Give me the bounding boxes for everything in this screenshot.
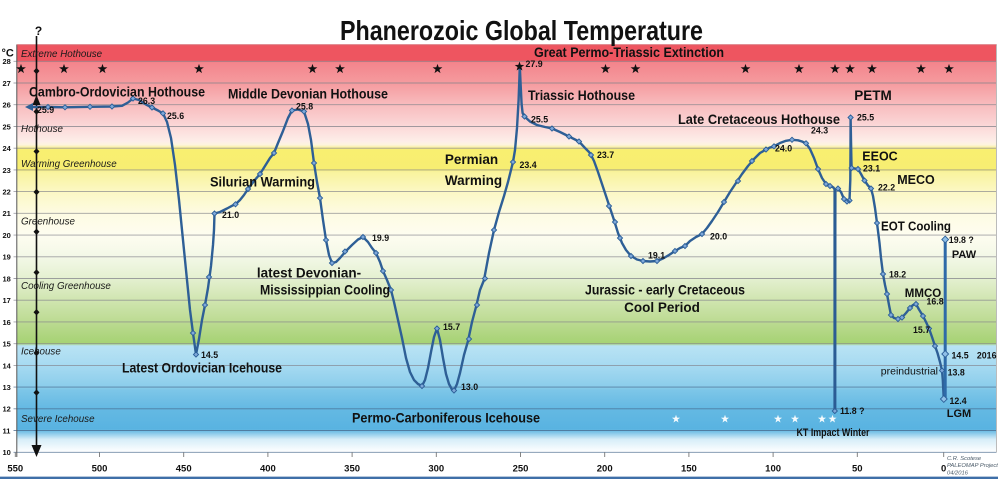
svg-text:22: 22 (3, 188, 11, 197)
svg-text:Late Cretaceous Hothouse: Late Cretaceous Hothouse (678, 112, 840, 127)
svg-text:Icehouse: Icehouse (21, 347, 61, 358)
svg-text:23.7: 23.7 (597, 150, 614, 160)
svg-text:Silurian Warming: Silurian Warming (210, 175, 315, 190)
svg-text:Warming: Warming (445, 173, 502, 188)
svg-text:23.1: 23.1 (863, 164, 880, 174)
svg-text:21: 21 (3, 209, 11, 218)
svg-text:400: 400 (260, 464, 276, 475)
svg-text:LGM: LGM (947, 408, 971, 420)
svg-text:Greenhouse: Greenhouse (21, 217, 75, 228)
svg-text:19: 19 (3, 253, 11, 262)
svg-text:450: 450 (176, 464, 192, 475)
svg-text:MMCO: MMCO (905, 288, 941, 300)
svg-text:0: 0 (941, 464, 946, 475)
svg-text:EEOC: EEOC (862, 150, 897, 164)
svg-text:16: 16 (3, 318, 11, 327)
svg-text:21.0: 21.0 (222, 210, 239, 220)
svg-text:27.9: 27.9 (526, 59, 543, 69)
svg-text:2016: 2016 (977, 351, 997, 361)
svg-text:20: 20 (3, 231, 11, 240)
svg-text:26.3: 26.3 (138, 96, 155, 106)
svg-text:25.5: 25.5 (531, 115, 548, 125)
svg-text:500: 500 (92, 464, 108, 475)
svg-text:?: ? (35, 24, 42, 38)
svg-text:04/2016: 04/2016 (947, 471, 969, 477)
svg-text:25.8: 25.8 (296, 102, 313, 112)
svg-text:C.R. Scotese: C.R. Scotese (947, 456, 982, 462)
svg-text:13.0: 13.0 (461, 382, 478, 392)
svg-text:11.8 ?: 11.8 ? (840, 406, 864, 416)
svg-text:10: 10 (3, 448, 11, 457)
svg-text:Phanerozoic Global Temperature: Phanerozoic Global Temperature (340, 15, 703, 46)
svg-text:19.8 ?: 19.8 ? (949, 235, 974, 245)
svg-text:Cambro-Ordovician Hothouse: Cambro-Ordovician Hothouse (29, 85, 205, 100)
svg-text:12.4: 12.4 (950, 396, 967, 406)
svg-text:22.2: 22.2 (878, 183, 895, 193)
svg-text:550: 550 (7, 464, 23, 475)
svg-text:KT Impact Winter: KT Impact Winter (797, 427, 871, 439)
svg-text:150: 150 (681, 464, 697, 475)
svg-text:100: 100 (765, 464, 781, 475)
svg-text:Hothouse: Hothouse (21, 124, 63, 135)
svg-text:14: 14 (3, 361, 12, 370)
svg-text:17: 17 (3, 296, 11, 305)
svg-text:24.0: 24.0 (775, 144, 792, 154)
svg-text:300: 300 (428, 464, 444, 475)
svg-text:15.7: 15.7 (913, 325, 930, 335)
svg-text:25: 25 (3, 122, 11, 131)
svg-text:Severe Icehouse: Severe Icehouse (21, 414, 95, 425)
svg-text:26: 26 (3, 101, 11, 110)
svg-text:Cool Period: Cool Period (624, 300, 700, 315)
svg-text:MECO: MECO (897, 173, 935, 187)
svg-text:23.4: 23.4 (520, 160, 537, 170)
svg-text:50: 50 (852, 464, 863, 475)
svg-text:Middle Devonian Hothouse: Middle Devonian Hothouse (228, 87, 388, 102)
svg-text:Permian: Permian (445, 152, 498, 167)
svg-text:23: 23 (3, 166, 11, 175)
svg-text:250: 250 (513, 464, 529, 475)
svg-text:EOT Cooling: EOT Cooling (881, 220, 951, 234)
svg-text:12: 12 (3, 405, 11, 414)
svg-text:Triassic Hothouse: Triassic Hothouse (528, 88, 635, 103)
svg-text:15.7: 15.7 (443, 322, 460, 332)
svg-text:Latest Ordovician Icehouse: Latest Ordovician Icehouse (122, 361, 282, 376)
svg-text:11: 11 (3, 426, 11, 435)
svg-text:24.3: 24.3 (811, 126, 828, 136)
svg-text:25.9: 25.9 (37, 105, 54, 115)
svg-text:19.9: 19.9 (372, 233, 389, 243)
svg-text:13.8: 13.8 (948, 368, 965, 378)
svg-text:Permo-Carboniferous Icehouse: Permo-Carboniferous Icehouse (352, 410, 540, 426)
svg-text:19.1: 19.1 (648, 251, 665, 261)
svg-text:°C: °C (2, 48, 14, 60)
svg-text:13: 13 (3, 383, 11, 392)
svg-text:18.2: 18.2 (889, 270, 906, 280)
svg-text:25.6: 25.6 (167, 111, 184, 121)
svg-text:28: 28 (3, 57, 11, 66)
svg-text:18: 18 (3, 274, 11, 283)
svg-text:Extreme Hothouse: Extreme Hothouse (21, 49, 103, 60)
svg-text:Mississippian Cooling: Mississippian Cooling (260, 283, 390, 298)
svg-text:24: 24 (3, 144, 12, 153)
svg-text:27: 27 (3, 79, 11, 88)
svg-text:16.8: 16.8 (927, 297, 944, 307)
svg-text:latest Devonian-: latest Devonian- (257, 266, 361, 281)
svg-text:15: 15 (3, 340, 11, 349)
svg-text:PALEOMAP Project: PALEOMAP Project (947, 463, 998, 469)
svg-text:Jurassic - early Cretaceous: Jurassic - early Cretaceous (585, 283, 745, 298)
svg-text:preindustrial: preindustrial (881, 366, 938, 378)
svg-text:20.0: 20.0 (710, 232, 727, 242)
svg-text:14.5: 14.5 (952, 351, 969, 361)
svg-text:200: 200 (597, 464, 613, 475)
svg-text:14.5: 14.5 (201, 350, 218, 360)
svg-text:25.5: 25.5 (857, 113, 874, 123)
svg-text:Great Permo-Triassic Extinctio: Great Permo-Triassic Extinction (534, 45, 724, 60)
svg-text:PAW: PAW (952, 249, 977, 261)
svg-text:Cooling Greenhouse: Cooling Greenhouse (21, 281, 111, 292)
svg-text:Warming Greenhouse: Warming Greenhouse (21, 159, 117, 170)
svg-text:PETM: PETM (854, 88, 892, 103)
svg-text:350: 350 (344, 464, 360, 475)
